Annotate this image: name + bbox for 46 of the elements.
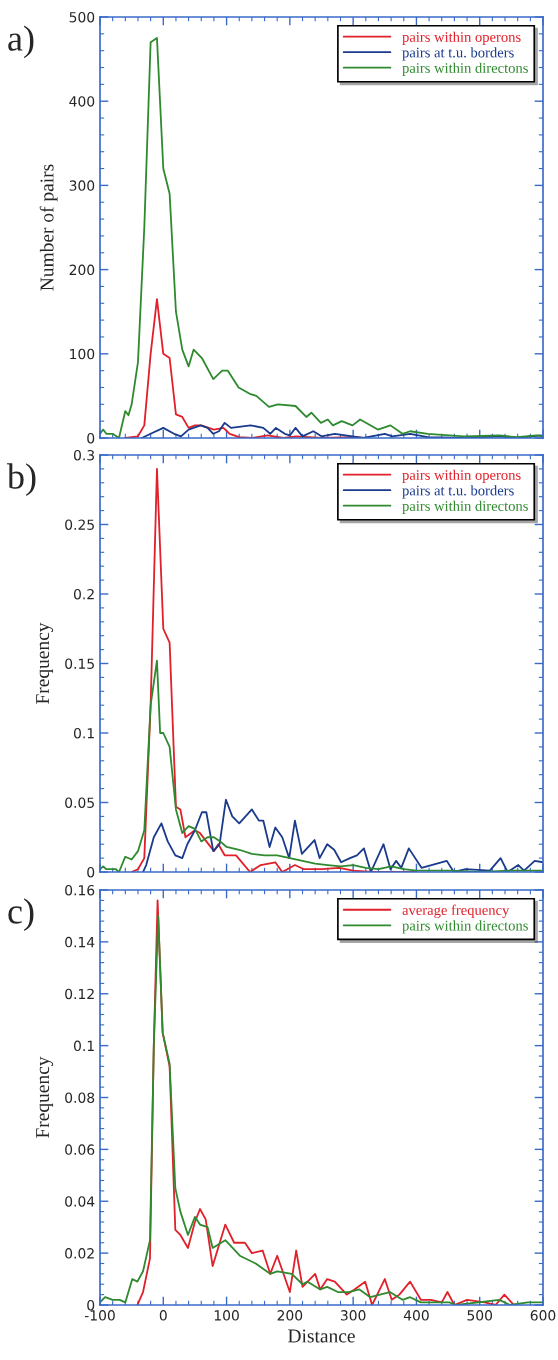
- y-tick-label: 400: [69, 96, 95, 107]
- y-tick-label: 500: [69, 11, 95, 23]
- y-tick-label: 0: [87, 866, 95, 878]
- y-axis-title: Number of pairs: [39, 164, 58, 291]
- legend-label: pairs within directons: [402, 920, 528, 934]
- y-tick-label: 0.15: [65, 658, 94, 669]
- legend-label: pairs within directons: [402, 62, 528, 76]
- x-tick-label: -100: [84, 1310, 115, 1321]
- chart-title: a): [8, 25, 34, 59]
- y-tick-label: 0.1: [73, 1040, 94, 1052]
- x-tick-label: 300: [340, 1310, 366, 1321]
- y-tick-label: 0.12: [65, 988, 94, 1000]
- y-tick-label: 0.14: [65, 936, 95, 948]
- chart-title: c): [8, 898, 34, 932]
- y-tick-label: 0: [87, 1299, 95, 1311]
- legend-label: average frequency: [402, 904, 510, 918]
- y-tick-label: 0.1: [73, 727, 94, 739]
- chart-title: b): [6, 463, 36, 497]
- x-axis-title: Distance: [288, 1329, 355, 1343]
- y-tick-label: 300: [69, 180, 95, 191]
- legend-label: pairs at t.u. borders: [402, 485, 514, 499]
- x-tick-label: 100: [214, 1310, 239, 1321]
- y-tick-label: 0.06: [65, 1144, 95, 1155]
- line-series: [142, 798, 543, 872]
- legend-label: pairs within directons: [402, 500, 528, 514]
- x-tick-label: 400: [403, 1310, 429, 1321]
- y-tick-label: 0.2: [73, 588, 94, 600]
- y-tick-label: 0: [87, 432, 95, 444]
- y-tick-label: 0.3: [73, 449, 95, 461]
- y-tick-label: 100: [70, 348, 95, 360]
- y-tick-label: 0.25: [65, 519, 94, 530]
- y-axis-title: Frequency: [36, 622, 54, 704]
- x-tick-label: 500: [467, 1310, 493, 1321]
- y-tick-label: 0.16: [65, 884, 95, 896]
- y-tick-label: 0.08: [65, 1092, 95, 1103]
- y-tick-label: 0.05: [65, 797, 94, 808]
- x-tick-label: 200: [277, 1310, 303, 1321]
- legend-label: pairs within operons: [402, 31, 521, 45]
- legend-label: pairs within operons: [402, 469, 521, 483]
- x-tick-label: 0: [159, 1310, 167, 1321]
- y-tick-label: 0.04: [65, 1196, 95, 1207]
- y-tick-label: 200: [69, 264, 95, 276]
- y-axis-title: Frequency: [36, 1056, 54, 1138]
- legend-label: pairs at t.u. borders: [402, 47, 514, 61]
- y-tick-label: 0.02: [65, 1248, 94, 1259]
- x-tick-label: 600: [530, 1310, 556, 1321]
